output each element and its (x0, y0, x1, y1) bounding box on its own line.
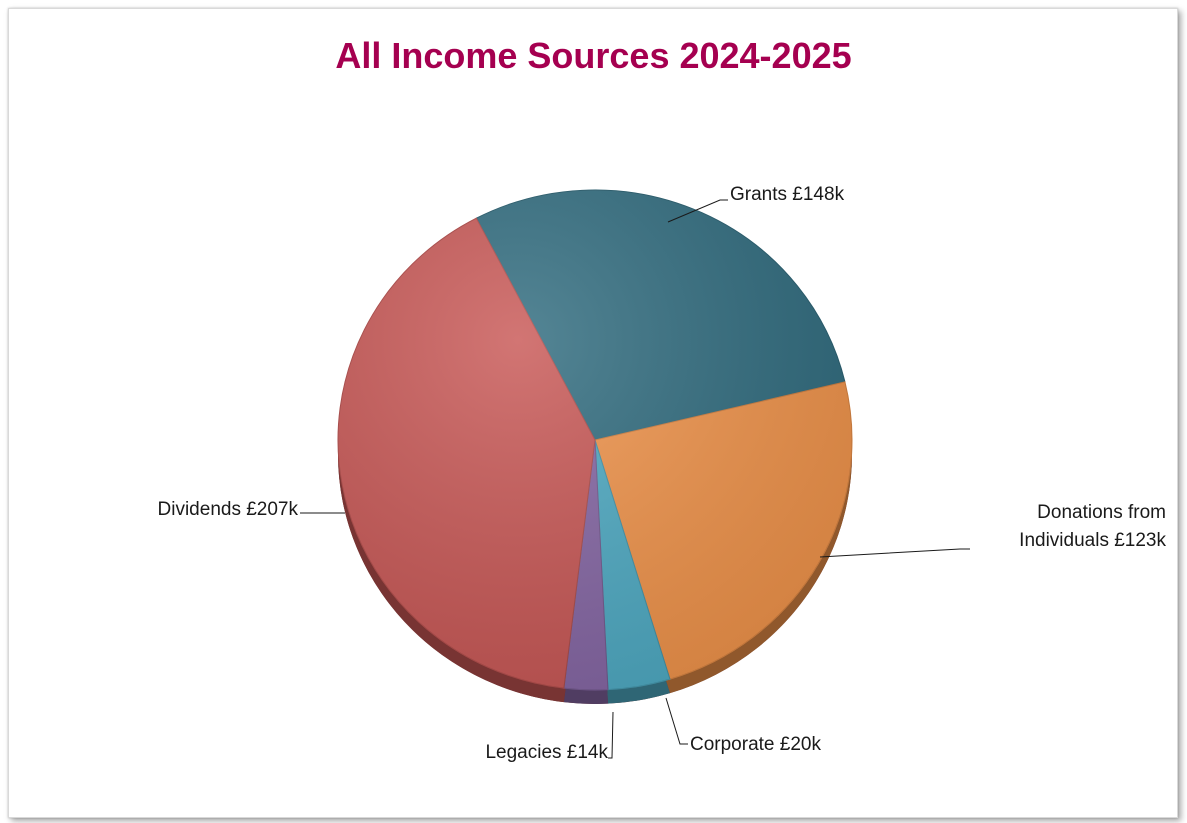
slice-label: Grants £148k (730, 184, 845, 205)
slice-label: Donations from Individuals £123k (1019, 502, 1166, 551)
chart-title: All Income Sources 2024-2025 (335, 35, 852, 76)
leader-line (665, 697, 688, 745)
slice-label: Dividends £207k (158, 499, 299, 520)
leader-line (667, 199, 728, 223)
leader-line (819, 548, 970, 558)
slice-label: Legacies £14k (485, 742, 608, 763)
slice-label: Corporate £20k (690, 734, 821, 755)
leader-line (608, 711, 614, 759)
